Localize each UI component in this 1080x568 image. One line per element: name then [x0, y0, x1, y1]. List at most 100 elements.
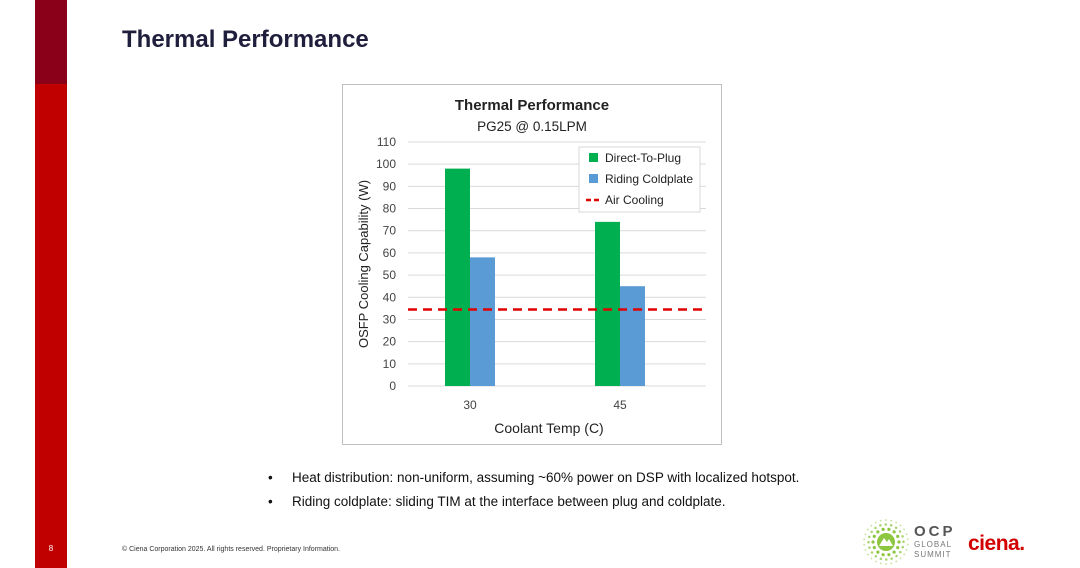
- ocp-dot: [906, 538, 909, 541]
- ocp-dot: [867, 541, 870, 544]
- ocp-dot: [906, 543, 909, 546]
- legend-swatch: [589, 174, 598, 183]
- ocp-dot: [902, 540, 905, 543]
- ocp-dot: [863, 543, 866, 546]
- ocp-dot: [872, 546, 876, 550]
- ocp-summit: SUMMIT: [914, 550, 952, 559]
- ocp-dot: [897, 540, 901, 544]
- ocp-dot: [887, 527, 891, 531]
- ocp-dot: [874, 555, 878, 558]
- bar-direct-to-plug-45: [595, 221, 620, 386]
- ocp-dot: [872, 534, 876, 538]
- chart-container: Thermal Performance PG25 @ 0.15LPM 0 10 20 30…: [342, 84, 722, 445]
- bullet-item: Heat distribution: non-uniform, assuming…: [268, 470, 799, 485]
- ocp-dot: [898, 530, 902, 533]
- ocp-dot: [870, 530, 873, 534]
- y-tick-label: 100: [376, 157, 396, 171]
- ocp-dot: [876, 550, 880, 554]
- bar-chart: Thermal Performance PG25 @ 0.15LPM 0 10 20 30…: [356, 97, 706, 436]
- ocp-dot: [887, 553, 891, 557]
- ocp-globe-icon: [863, 519, 909, 565]
- y-tick-label: 0: [389, 379, 396, 393]
- ocp-dot: [874, 521, 877, 524]
- ocp-dot: [868, 546, 871, 549]
- bar-riding-coldplate-30: [470, 257, 495, 386]
- ocp-dot: [892, 530, 896, 534]
- ocp-dot: [890, 519, 893, 522]
- ocp-dot: [889, 524, 893, 527]
- y-tick-label: 30: [383, 312, 397, 326]
- y-tick-label: 70: [383, 224, 397, 238]
- ocp-dot: [863, 538, 866, 541]
- y-tick-label: 10: [383, 357, 397, 371]
- y-tick-label: 80: [383, 202, 397, 216]
- ocp-dot: [899, 524, 902, 527]
- ocp-dot: [864, 548, 867, 551]
- x-axis-label: Coolant Temp (C): [494, 420, 603, 436]
- ocp-dot: [885, 519, 887, 521]
- slide-title: Thermal Performance: [122, 26, 369, 53]
- ocp-dot: [901, 535, 904, 538]
- legend-swatch: [589, 153, 598, 162]
- y-tick-label: 60: [383, 246, 397, 260]
- ocp-dot: [885, 558, 888, 561]
- ocp-dot: [881, 527, 885, 531]
- ocp-dot: [866, 528, 869, 531]
- ocp-word: OCP: [914, 523, 956, 540]
- ocp-dot: [890, 557, 893, 560]
- ocp-dot: [879, 557, 883, 560]
- ocp-dot: [895, 521, 898, 524]
- ocp-dot: [881, 553, 885, 557]
- x-tick-label: 30: [463, 398, 477, 412]
- ocp-dot: [890, 562, 893, 565]
- ocp-dot: [903, 528, 905, 531]
- ocp-dot: [879, 519, 882, 522]
- ocp-dot: [879, 524, 882, 527]
- ocp-wordmark: OCP GLOBAL SUMMIT: [914, 524, 956, 559]
- ocp-dot: [894, 526, 898, 529]
- ocp-dot: [885, 563, 887, 565]
- ocp-dot: [870, 551, 874, 554]
- ocp-dot: [896, 546, 900, 550]
- ocp-dot: [905, 533, 908, 536]
- bar-direct-to-plug-30: [445, 168, 470, 386]
- accent-bar: [35, 0, 67, 568]
- ocp-dot: [864, 533, 867, 536]
- ocp-dot: [884, 523, 887, 526]
- ocp-dot: [899, 550, 902, 554]
- y-tick-label: 40: [383, 290, 397, 304]
- ocp-dot: [899, 557, 902, 560]
- x-tick-label: 45: [613, 398, 627, 412]
- legend-label: Riding Coldplate: [605, 172, 693, 186]
- ocp-dot: [874, 526, 877, 530]
- page-number: 8: [48, 544, 54, 553]
- ocp-dot: [895, 554, 898, 558]
- ocp-dot: [874, 560, 877, 563]
- ocp-global: GLOBAL: [914, 540, 953, 549]
- accent-bar-top-overlay: [35, 0, 67, 84]
- legend-box: [578, 146, 701, 213]
- ocp-dot: [868, 535, 871, 539]
- y-tick-label: 50: [383, 268, 397, 282]
- chart-subtitle: PG25 @ 0.15LPM: [477, 119, 587, 134]
- bar-riding-coldplate-45: [620, 286, 645, 386]
- ocp-dot: [903, 553, 906, 556]
- ocp-dot: [870, 524, 873, 527]
- ocp-dot: [867, 553, 869, 556]
- chart-title: Thermal Performance: [455, 97, 609, 114]
- ocp-dot: [895, 560, 898, 563]
- ocp-dot: [896, 534, 900, 538]
- ciena-logo: ciena.: [968, 532, 1025, 555]
- ocp-dot: [876, 530, 880, 534]
- ocp-dot: [905, 548, 908, 551]
- bullet-item: Riding coldplate: sliding TIM at the int…: [268, 494, 799, 509]
- legend-label: Direct-To-Plug: [605, 151, 681, 165]
- y-axis-label: OSFP Cooling Capability (W): [356, 180, 371, 348]
- ocp-dot: [901, 545, 904, 549]
- ocp-dot: [879, 562, 882, 565]
- y-tick-label: 90: [383, 179, 397, 193]
- y-tick-label: 20: [383, 335, 397, 349]
- ocp-dot: [870, 557, 873, 560]
- ocp-dot: [892, 550, 896, 554]
- y-tick-label: 110: [377, 135, 396, 149]
